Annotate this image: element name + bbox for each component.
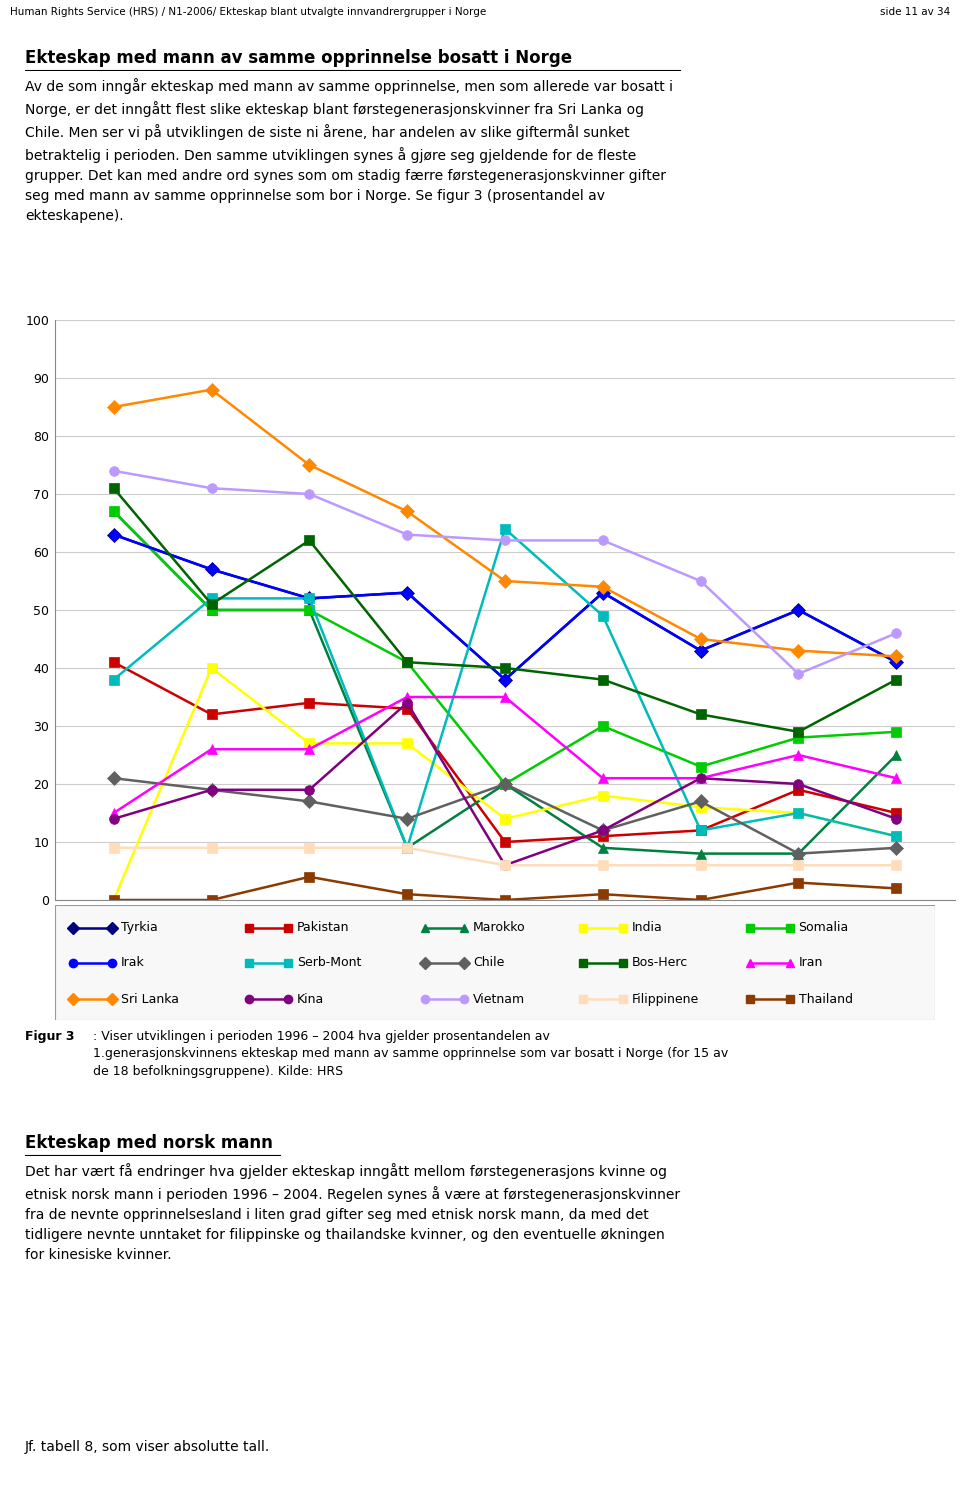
Text: Human Rights Service (HRS) / N1-2006/ Ekteskap blant utvalgte innvandrergrupper : Human Rights Service (HRS) / N1-2006/ Ek… [10, 8, 486, 17]
Text: Bos-Herc: Bos-Herc [632, 956, 687, 969]
Text: Av de som inngår ekteskap med mann av samme opprinnelse, men som allerede var bo: Av de som inngår ekteskap med mann av sa… [25, 78, 673, 224]
Text: India: India [632, 921, 662, 935]
Text: Iran: Iran [799, 956, 823, 969]
Text: Kina: Kina [297, 993, 324, 1006]
Text: Vietnam: Vietnam [473, 993, 525, 1006]
Text: Marokko: Marokko [473, 921, 526, 935]
Text: Ekteskap med mann av samme opprinnelse bosatt i Norge: Ekteskap med mann av samme opprinnelse b… [25, 50, 572, 68]
Text: Irak: Irak [121, 956, 145, 969]
Text: Det har vært få endringer hva gjelder ekteskap inngått mellom førstegenerasjons : Det har vært få endringer hva gjelder ek… [25, 1163, 680, 1263]
Text: Ekteskap med norsk mann: Ekteskap med norsk mann [25, 1133, 273, 1151]
Text: Chile: Chile [473, 956, 504, 969]
Text: : Viser utviklingen i perioden 1996 – 2004 hva gjelder prosentandelen av
1.gener: : Viser utviklingen i perioden 1996 – 20… [93, 1030, 729, 1078]
Text: Sri Lanka: Sri Lanka [121, 993, 179, 1006]
Text: Tyrkia: Tyrkia [121, 921, 157, 935]
Text: Serb-Mont: Serb-Mont [297, 956, 361, 969]
Text: Pakistan: Pakistan [297, 921, 349, 935]
Text: Thailand: Thailand [799, 993, 852, 1006]
Text: Filippinene: Filippinene [632, 993, 699, 1006]
Text: Figur 3: Figur 3 [25, 1030, 75, 1043]
Text: side 11 av 34: side 11 av 34 [880, 8, 950, 17]
Text: Jf. tabell 8, som viser absolutte tall.: Jf. tabell 8, som viser absolutte tall. [25, 1440, 271, 1453]
Text: Somalia: Somalia [799, 921, 849, 935]
